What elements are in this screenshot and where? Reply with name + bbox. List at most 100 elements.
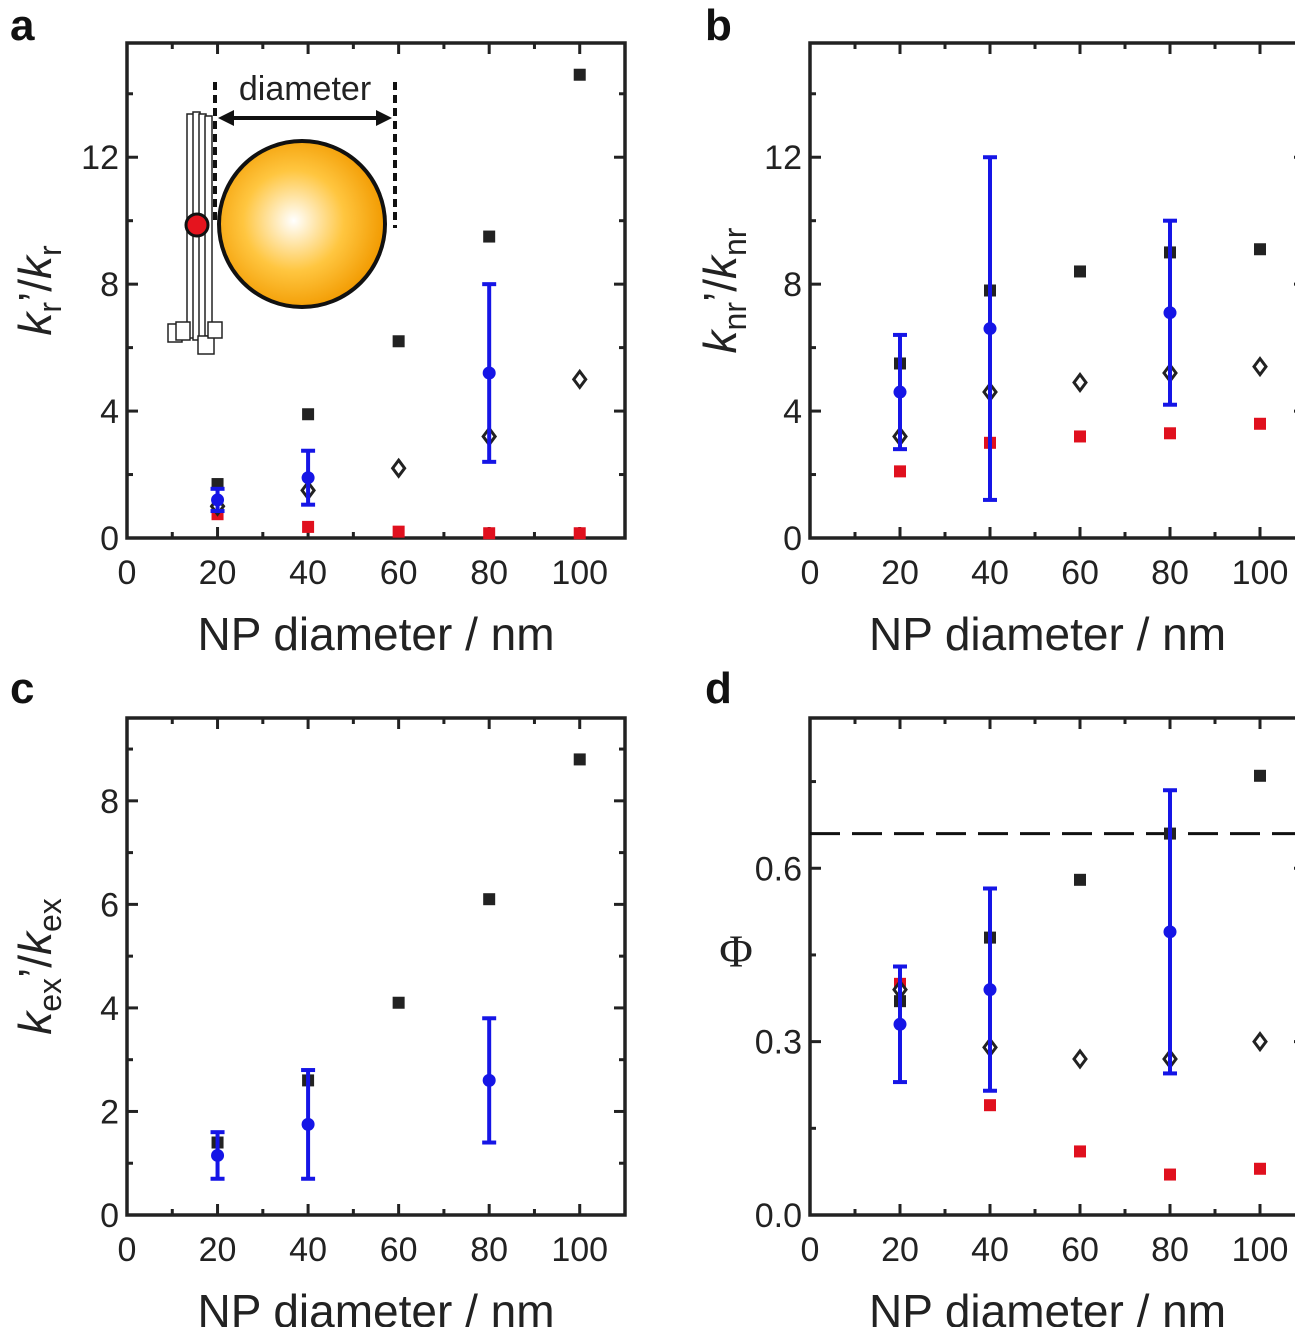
circle-marker — [893, 385, 907, 399]
y-tick-label: 4 — [783, 393, 802, 431]
axes-frame — [125, 716, 627, 1217]
x-tick-label: 40 — [289, 1231, 327, 1269]
x-tick-label: 80 — [1151, 554, 1189, 592]
diamond-marker — [1252, 1031, 1268, 1053]
square-marker — [1074, 265, 1086, 278]
y-tick-label: 12 — [81, 139, 119, 177]
y-tick-label: 0 — [783, 520, 802, 558]
x-tick-label: 100 — [1232, 1231, 1289, 1269]
inset-illustration: diameter — [167, 70, 397, 355]
y-tick-label: 6 — [100, 886, 119, 924]
circle-marker — [983, 983, 997, 997]
circle-marker — [482, 1073, 496, 1087]
x-axis-label: NP diameter / nm — [869, 608, 1226, 660]
square-marker — [984, 1099, 996, 1112]
circle-marker — [983, 322, 997, 336]
y-axis-label: kr’/kr — [9, 245, 68, 336]
y-axis-label-part: ’/ — [694, 279, 746, 302]
y-tick-label: 4 — [100, 990, 119, 1028]
circle-marker — [893, 1017, 907, 1031]
square-marker — [302, 408, 315, 421]
square-marker — [483, 527, 496, 540]
square-marker — [573, 68, 586, 81]
x-tick-label: 60 — [380, 554, 418, 592]
panel-label: b — [705, 1, 732, 50]
y-tick-label: 0.0 — [755, 1197, 802, 1235]
axes-frame — [808, 41, 1295, 540]
y-tick-label: 0.3 — [755, 1024, 802, 1062]
y-axis-label-part: k — [9, 254, 61, 279]
x-tick-label: 40 — [971, 554, 1009, 592]
square-marker — [1074, 430, 1086, 443]
y-axis-label-part: ex — [32, 978, 68, 1012]
x-tick-label: 40 — [289, 554, 327, 592]
x-tick-label: 0 — [801, 1231, 820, 1269]
diamond-marker — [390, 457, 407, 479]
square-marker — [483, 230, 496, 243]
x-tick-label: 20 — [199, 554, 237, 592]
square-marker — [1254, 769, 1266, 782]
square-marker — [392, 996, 405, 1009]
square-marker — [483, 893, 496, 906]
diamond-marker — [1252, 356, 1268, 378]
x-tick-label: 20 — [881, 554, 919, 592]
square-marker — [573, 753, 586, 766]
y-axis-label: Φ — [719, 926, 753, 977]
square-marker — [302, 520, 315, 533]
x-tick-label: 60 — [1061, 1231, 1099, 1269]
y-axis-label-part: nr — [717, 227, 753, 256]
diamond-marker — [1072, 372, 1088, 394]
y-axis-label-part: ex — [32, 898, 68, 932]
x-tick-label: 0 — [118, 1231, 137, 1269]
axes-frame — [125, 41, 627, 540]
inset-label: diameter — [239, 70, 371, 108]
y-axis-label-part: k — [9, 1010, 61, 1035]
x-tick-label: 20 — [199, 1231, 237, 1269]
square-marker — [392, 525, 405, 538]
x-axis-label: NP diameter / nm — [869, 1285, 1226, 1327]
y-axis-label-part: k — [694, 254, 746, 279]
x-tick-label: 100 — [551, 1231, 608, 1269]
y-tick-label: 0 — [100, 1197, 119, 1235]
panel-label: d — [705, 664, 732, 713]
square-marker — [1254, 1162, 1266, 1175]
y-axis-label: knr’/knr — [694, 227, 753, 353]
circle-marker — [301, 1117, 315, 1131]
x-tick-label: 80 — [470, 554, 508, 592]
panel: d 0 20 40 60 80 100 0.0 0.3 0.6 NP diameter / nm Φ — [705, 664, 1295, 1327]
x-axis-label: NP diameter / nm — [197, 608, 554, 660]
x-tick-label: 80 — [1151, 1231, 1189, 1269]
y-tick-label: 8 — [783, 266, 802, 304]
x-tick-label: 100 — [551, 554, 608, 592]
y-axis-label-part: r — [32, 245, 68, 256]
square-marker — [1074, 1145, 1086, 1158]
square-marker — [1074, 873, 1086, 886]
circle-marker — [211, 1148, 225, 1162]
x-tick-label: 0 — [118, 554, 137, 592]
y-tick-label: 4 — [100, 393, 119, 431]
y-axis-label-part: ’/ — [9, 279, 61, 302]
y-axis-label-part: ’/ — [9, 955, 61, 978]
panel-label: c — [10, 664, 34, 713]
y-axis-label-part: nr — [717, 302, 753, 331]
circle-marker — [211, 493, 225, 507]
x-tick-label: 100 — [1232, 554, 1289, 592]
y-tick-label: 0.6 — [755, 850, 802, 888]
square-marker — [1254, 417, 1266, 430]
square-marker — [1164, 1168, 1176, 1181]
square-marker — [1164, 427, 1176, 440]
square-marker — [894, 465, 906, 478]
y-axis-label-part: k — [9, 311, 61, 336]
y-tick-label: 12 — [764, 139, 802, 177]
y-tick-label: 0 — [100, 520, 119, 558]
panel-label: a — [10, 1, 35, 50]
diamond-marker — [1072, 1048, 1088, 1070]
y-axis-label-part: r — [32, 302, 68, 313]
square-marker — [573, 527, 586, 540]
square-marker — [1254, 243, 1266, 256]
y-axis-label-part: k — [9, 930, 61, 955]
